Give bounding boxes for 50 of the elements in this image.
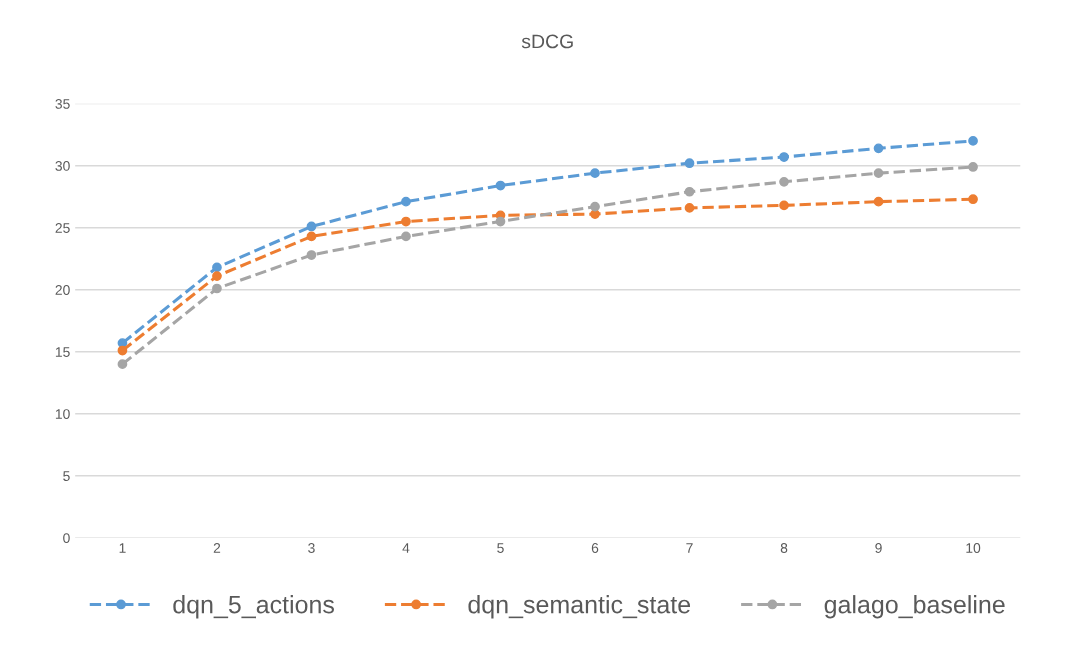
x-tick-label: 9 bbox=[875, 543, 882, 553]
x-tick-label: 1 bbox=[119, 543, 126, 553]
x-tick-label: 2 bbox=[213, 543, 221, 553]
point bbox=[873, 196, 884, 207]
x-tick-label: 7 bbox=[686, 543, 693, 553]
y-tick-label: 15 bbox=[55, 347, 70, 357]
legend-label: dqn_5_actions bbox=[173, 595, 334, 619]
x-tick-label: 5 bbox=[497, 543, 504, 553]
legend-label: dqn_semantic_state bbox=[468, 595, 691, 619]
point bbox=[212, 262, 222, 273]
point bbox=[401, 231, 411, 242]
point bbox=[873, 168, 884, 179]
point bbox=[401, 216, 411, 227]
point bbox=[212, 271, 222, 281]
point bbox=[495, 180, 506, 191]
legend-label: galago_baseline bbox=[824, 595, 1005, 619]
point bbox=[684, 186, 695, 197]
y-tick-label: 25 bbox=[55, 223, 70, 233]
point bbox=[590, 201, 600, 212]
point bbox=[968, 194, 978, 205]
point bbox=[495, 216, 506, 227]
point bbox=[968, 162, 978, 172]
point bbox=[306, 231, 317, 242]
y-tick-label: 35 bbox=[55, 99, 70, 109]
point bbox=[779, 176, 789, 187]
point bbox=[779, 200, 789, 211]
point bbox=[306, 221, 317, 232]
x-tick-label: 6 bbox=[591, 543, 599, 553]
x-tick-label: 8 bbox=[780, 543, 788, 553]
x-tick-label: 4 bbox=[402, 543, 410, 553]
point bbox=[684, 158, 695, 169]
point bbox=[117, 359, 128, 370]
point bbox=[212, 283, 222, 294]
point bbox=[401, 196, 411, 207]
point bbox=[873, 143, 884, 154]
x-tick-label: 3 bbox=[308, 543, 315, 553]
y-tick-label: 0 bbox=[63, 533, 70, 544]
y-tick-label: 20 bbox=[55, 285, 70, 295]
point bbox=[590, 168, 600, 179]
y-tick-label: 5 bbox=[63, 471, 70, 481]
chart-title: sDCG bbox=[521, 34, 573, 49]
point bbox=[117, 345, 128, 356]
y-tick-label: 30 bbox=[55, 161, 70, 171]
point bbox=[684, 203, 695, 213]
x-tick-label: 10 bbox=[966, 543, 981, 553]
y-tick-label: 10 bbox=[55, 409, 70, 419]
point bbox=[968, 136, 978, 146]
point bbox=[779, 152, 789, 162]
point bbox=[306, 250, 317, 260]
point bbox=[590, 209, 600, 219]
